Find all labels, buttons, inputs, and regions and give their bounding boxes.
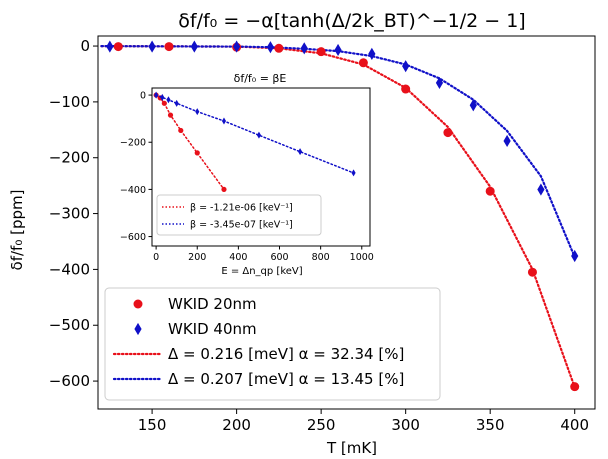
data-point xyxy=(106,40,114,53)
data-point xyxy=(148,40,156,53)
inset-data-point xyxy=(195,108,200,116)
y-tick-label: −500 xyxy=(49,316,90,334)
inset-data-point xyxy=(167,112,174,118)
inset-legend-label: β = -1.21e-06 [keV⁻¹] xyxy=(190,203,293,214)
legend-label: WKID 40nm xyxy=(168,320,257,338)
data-point xyxy=(402,60,410,73)
inset-y-tick-label: −600 xyxy=(120,232,146,243)
x-tick-label: 150 xyxy=(138,416,167,434)
data-point xyxy=(233,40,241,53)
inset-data-point xyxy=(221,117,227,125)
inset-x-tick-label: 200 xyxy=(188,252,206,263)
data-point xyxy=(571,249,579,263)
x-tick-label: 200 xyxy=(222,416,251,434)
data-point xyxy=(300,42,308,55)
data-point xyxy=(527,267,537,277)
inset-data-point xyxy=(166,96,171,104)
inset-x-axis-label: E = Δn_qp [keV] xyxy=(221,266,302,277)
x-tick-label: 400 xyxy=(560,416,589,434)
y-tick-label: −200 xyxy=(49,149,90,167)
data-point xyxy=(435,76,444,89)
x-tick-label: 350 xyxy=(476,416,505,434)
inset-title: δf/f₀ = βE xyxy=(234,72,287,85)
inset-plot-area xyxy=(153,91,356,193)
chart-title: δf/f₀ = −α[tanh(Δ/2k_BT)^−1/2 − 1] xyxy=(178,10,525,32)
data-point xyxy=(570,382,580,392)
data-point xyxy=(190,40,198,53)
legend-swatch xyxy=(133,299,143,309)
y-tick-label: −600 xyxy=(49,372,90,390)
inset-x-tick-label: 0 xyxy=(153,252,159,263)
inset-data-point xyxy=(161,100,167,106)
inset-ticks: 0 200 400 600 800 1000 0 −200 −400 −600 xyxy=(120,91,374,263)
inset-y-tick-label: −400 xyxy=(120,185,146,196)
legend-box xyxy=(104,287,441,401)
y-axis-label: δf/f₀ [ppm] xyxy=(8,190,26,271)
inset-x-tick-label: 1000 xyxy=(350,252,374,263)
main-ticks: 150 200 250 300 350 400 0 −100 −200 −300 −400 −500 −… xyxy=(49,37,589,434)
data-point xyxy=(537,183,545,196)
legend: WKID 20nm WKID 40nm Δ = 0.216 [meV] α = 32… xyxy=(104,287,441,401)
data-point xyxy=(266,41,275,54)
main-plot-frame xyxy=(97,35,596,410)
x-axis-label: T [mK] xyxy=(326,439,377,457)
inset-chart: δf/f₀ = βE 0 200 400 600 800 1000 0 −200 −400 −60… xyxy=(120,72,374,277)
legend-label: Δ = 0.216 [meV] α = 32.34 [%] xyxy=(168,345,404,363)
legend-label: WKID 20nm xyxy=(168,295,257,313)
inset-x-tick-label: 400 xyxy=(229,252,247,263)
data-point xyxy=(401,84,411,94)
data-point xyxy=(113,42,123,52)
inset-data-point xyxy=(194,150,200,156)
inset-legend: β = -1.21e-06 [keV⁻¹] β = -3.45e-07 [keV⁻… xyxy=(156,194,322,236)
data-point xyxy=(368,47,376,60)
data-point xyxy=(316,47,326,57)
inset-legend-box xyxy=(156,194,322,236)
inset-x-tick-label: 600 xyxy=(270,252,288,263)
fit-line xyxy=(100,45,576,259)
inset-data-point xyxy=(160,93,165,101)
y-tick-label: −400 xyxy=(49,260,90,278)
inset-data-point xyxy=(154,91,159,99)
legend-swatch xyxy=(134,322,142,336)
data-point xyxy=(469,99,477,112)
data-point xyxy=(358,58,368,68)
data-point xyxy=(334,43,342,57)
legend-label: Δ = 0.207 [meV] α = 13.45 [%] xyxy=(168,370,404,388)
data-point xyxy=(485,186,495,196)
inset-y-tick-label: 0 xyxy=(140,91,146,102)
inset-data-point xyxy=(351,169,356,177)
inset-x-tick-label: 800 xyxy=(312,252,330,263)
inset-frame xyxy=(151,87,371,247)
data-point xyxy=(443,128,453,138)
inset-data-point xyxy=(297,148,303,156)
data-point xyxy=(164,42,174,52)
inset-data-point xyxy=(221,186,227,193)
y-tick-label: 0 xyxy=(80,37,90,55)
main-plot-area xyxy=(100,40,580,392)
inset-data-point xyxy=(178,127,184,134)
data-point xyxy=(503,134,511,148)
inset-data-point xyxy=(256,131,262,139)
inset-y-tick-label: −200 xyxy=(120,138,146,149)
inset-legend-label: β = -3.45e-07 [keV⁻¹] xyxy=(190,220,293,231)
x-tick-label: 300 xyxy=(391,416,420,434)
y-tick-label: −100 xyxy=(49,93,90,111)
inset-data-point xyxy=(174,99,179,107)
x-tick-label: 250 xyxy=(307,416,336,434)
y-tick-label: −300 xyxy=(49,205,90,223)
data-point xyxy=(274,43,284,53)
